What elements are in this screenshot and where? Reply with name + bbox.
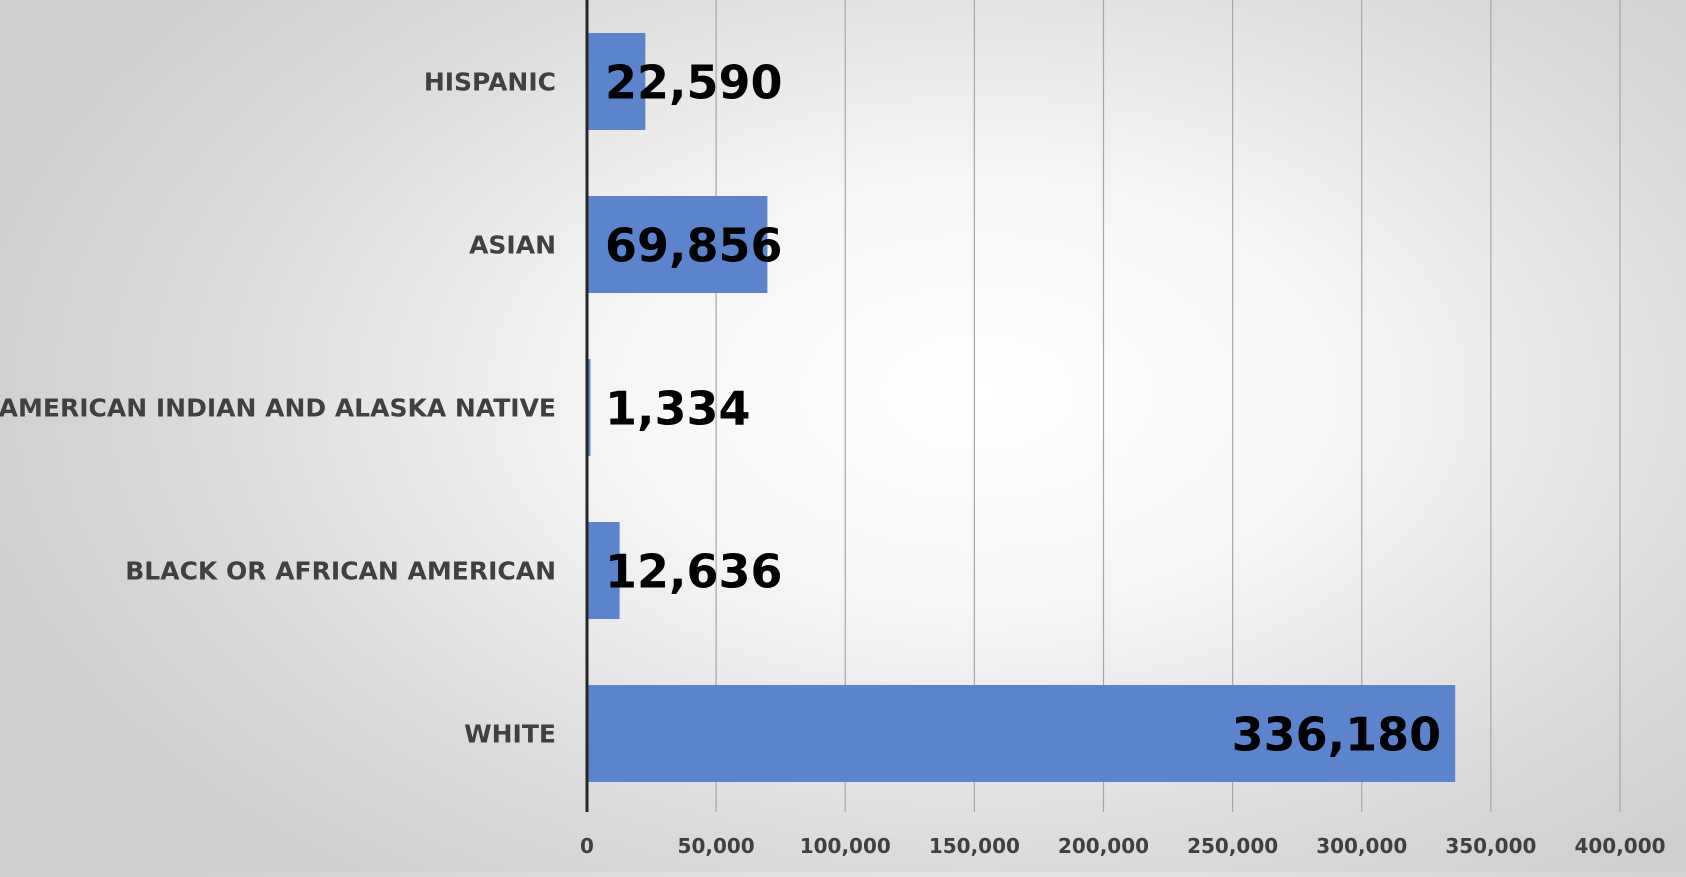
data-label: 69,856	[605, 219, 783, 273]
category-label: BLACK OR AFRICAN AMERICAN	[125, 557, 556, 586]
data-label: 12,636	[605, 545, 783, 599]
bar	[587, 685, 1456, 782]
bar	[587, 359, 591, 456]
labels: 0 50,000 100,000 150,000 200,000 250,000 300,0…	[0, 56, 1666, 859]
data-label: 1,334	[605, 382, 751, 436]
data-label: 336,180	[1232, 708, 1442, 762]
bar	[587, 522, 620, 619]
x-tick-label: 50,000	[678, 834, 755, 858]
x-tick-label: 0	[580, 834, 594, 858]
bars	[587, 33, 1456, 782]
bar	[587, 33, 646, 130]
category-label: HISPANIC	[424, 68, 556, 97]
category-label: ASIAN	[469, 231, 556, 260]
x-tick-label: 300,000	[1316, 834, 1407, 858]
category-label: AMERICAN INDIAN AND ALASKA NATIVE	[0, 394, 556, 423]
x-tick-label: 400,000	[1574, 834, 1665, 858]
x-tick-label: 250,000	[1187, 834, 1278, 858]
x-tick-label: 150,000	[929, 834, 1020, 858]
gridlines	[715, 0, 1621, 812]
x-tick-label: 350,000	[1445, 834, 1536, 858]
x-tick-label: 200,000	[1058, 834, 1149, 858]
x-tick-label: 100,000	[800, 834, 891, 858]
category-label: WHITE	[464, 720, 556, 749]
bar	[587, 196, 768, 293]
data-label: 22,590	[605, 56, 783, 110]
